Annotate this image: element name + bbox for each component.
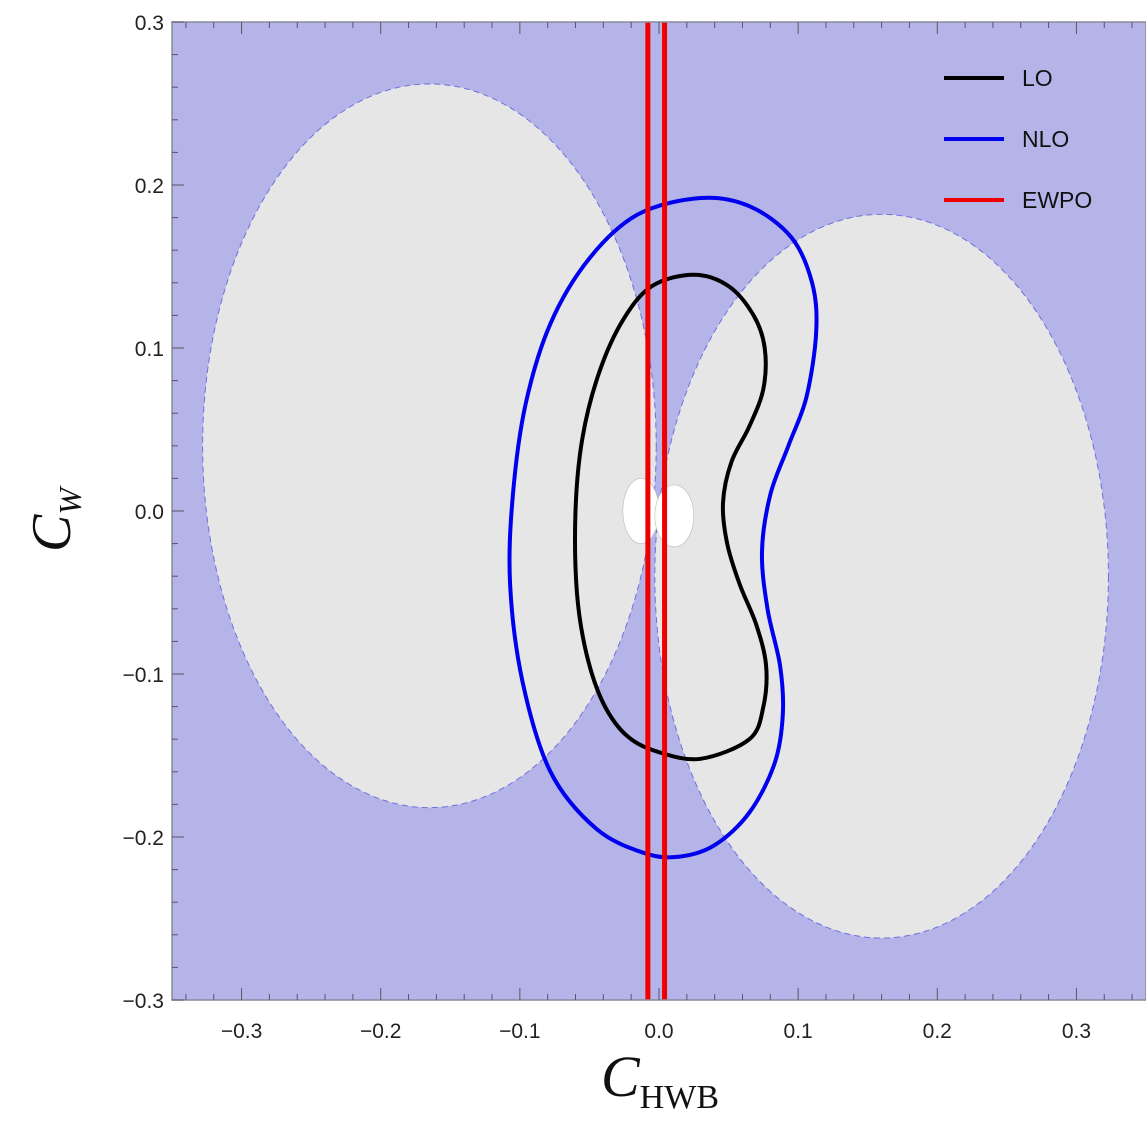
y-axis-title-group: CW [21,485,88,552]
plot-area [172,22,1146,1000]
legend: LO NLO EWPO [944,65,1092,213]
central-hole-right [654,484,695,548]
x-tick-label: −0.1 [499,1020,540,1043]
y-tick-label: 0.3 [135,12,164,35]
series-nlo-contour [507,195,819,860]
x-axis-title-main: C [601,1044,641,1109]
y-tick-label: 0.2 [135,175,164,198]
y-tick-label: −0.3 [123,990,164,1013]
y-tick-label: −0.2 [123,827,164,850]
central-hole-left [622,478,660,544]
y-tick-label: 0.1 [135,338,164,361]
x-tick-label: −0.3 [221,1020,262,1043]
x-tick-label: 0.2 [923,1020,952,1043]
excluded-region-1 [202,83,657,809]
x-tick-label: 0.1 [784,1020,813,1043]
legend-label-lo: LO [1022,65,1053,91]
x-tick-label: 0.0 [644,1020,673,1043]
y-axis-title: CW [21,485,88,552]
legend-label-nlo: NLO [1022,126,1069,152]
excluded-region-2 [654,213,1109,939]
legend-label-ewpo: EWPO [1022,187,1092,213]
x-tick-label: 0.3 [1062,1020,1091,1043]
y-tick-label: 0.0 [135,501,164,524]
y-axis-title-sub: W [52,485,88,515]
x-tick-label: −0.2 [360,1020,401,1043]
ticks [172,21,1133,1001]
x-axis-title: CHWB [601,1044,719,1116]
x-axis-title-sub: HWB [640,1079,719,1116]
y-axis-title-main: C [21,514,83,552]
series-lo-contour [573,272,769,762]
y-tick-label: −0.1 [123,664,164,687]
